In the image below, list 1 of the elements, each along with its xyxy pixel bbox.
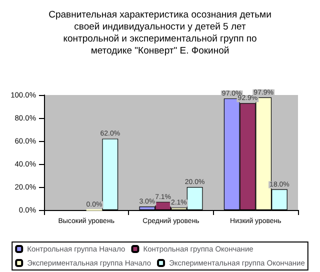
chart-title: Сравнительная характеристика осознания детьми своей индивидуальности у детей 5 лет контрольной и экспериментальной групп по методике "Конверт" Е. Фокиной xyxy=(48,10,272,56)
